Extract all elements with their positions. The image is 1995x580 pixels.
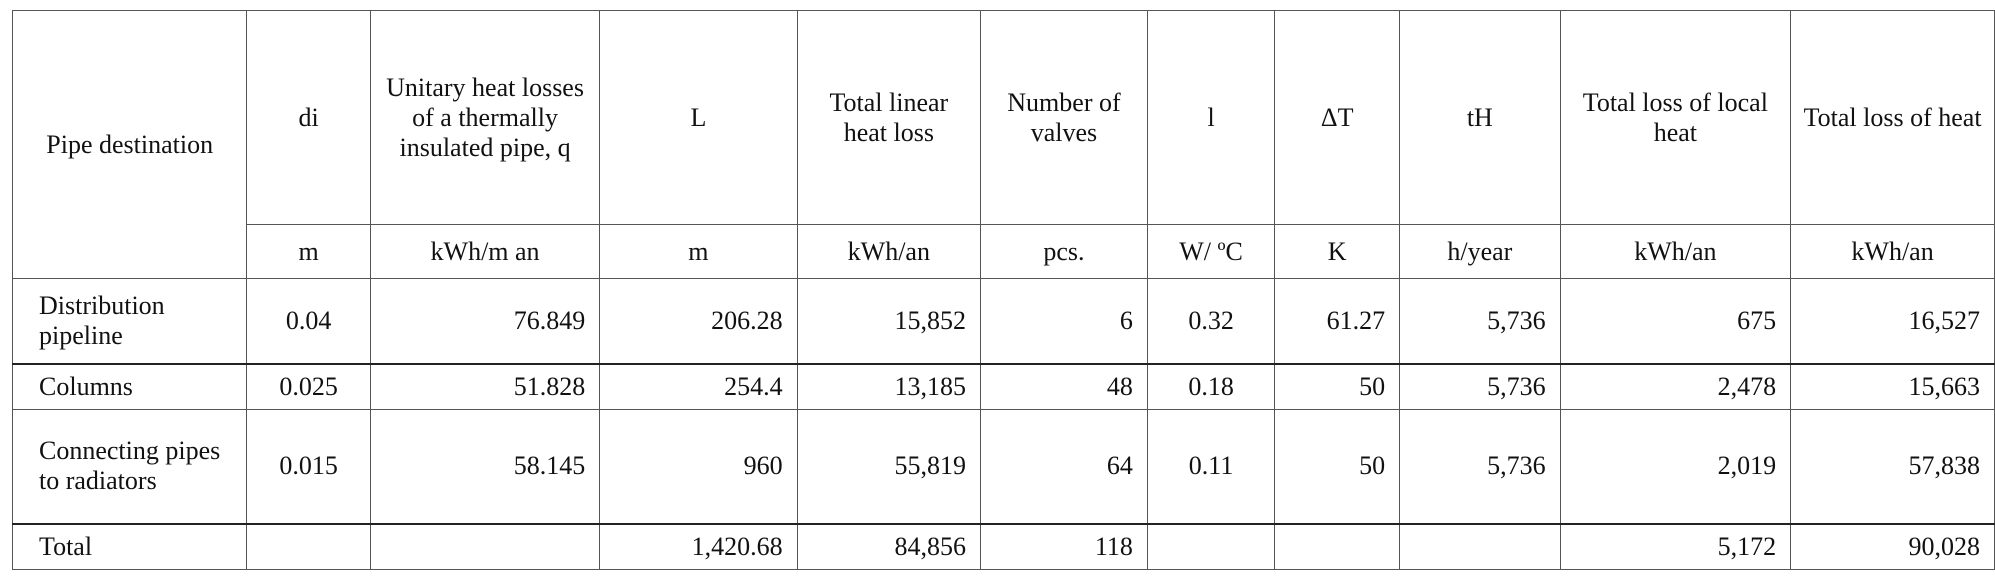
q-cell: 58.145 bbox=[369, 409, 601, 525]
header-row: Pipe destination di Unitary heat losses … bbox=[11, 10, 1995, 279]
local-loss-cell: 675 bbox=[1559, 278, 1792, 365]
q-cell: 76.849 bbox=[369, 278, 601, 365]
total-loss-cell: 90,028 bbox=[1790, 523, 1995, 570]
length-cell: 960 bbox=[599, 409, 798, 525]
unit-cell: kWh/an bbox=[1790, 224, 1995, 279]
unit-cell: K bbox=[1274, 224, 1401, 279]
header-pipe-destination: Pipe destination bbox=[11, 10, 248, 279]
unit-cell: kWh/an bbox=[796, 224, 982, 279]
header-l: l bbox=[1146, 10, 1276, 225]
l-cell bbox=[1146, 523, 1276, 570]
table-row: Connecting pipes to radiators 0.015 58.1… bbox=[11, 409, 1995, 525]
length-cell: 1,420.68 bbox=[599, 523, 798, 570]
header-total-linear-heat-loss: Total linear heat loss bbox=[796, 10, 982, 225]
table-row: Distribution pipeline 0.04 76.849 206.28… bbox=[11, 278, 1995, 365]
valves-cell: 48 bbox=[980, 363, 1148, 410]
th-cell: 5,736 bbox=[1399, 278, 1561, 365]
header-length: L bbox=[599, 10, 798, 225]
di-cell: 0.025 bbox=[246, 363, 371, 410]
th-cell bbox=[1399, 523, 1561, 570]
l-cell: 0.11 bbox=[1146, 409, 1276, 525]
unit-cell: m bbox=[599, 224, 798, 279]
total-loss-cell: 15,663 bbox=[1790, 363, 1995, 410]
l-cell: 0.32 bbox=[1146, 278, 1276, 365]
unit-cell: h/year bbox=[1399, 224, 1561, 279]
di-cell: 0.04 bbox=[246, 278, 371, 365]
delta-t-cell: 50 bbox=[1274, 409, 1401, 525]
unit-cell: W/ ºC bbox=[1146, 224, 1276, 279]
total-loss-cell: 16,527 bbox=[1790, 278, 1995, 365]
linear-loss-cell: 55,819 bbox=[796, 409, 982, 525]
l-cell: 0.18 bbox=[1146, 363, 1276, 410]
header-number-of-valves: Number of valves bbox=[980, 10, 1148, 225]
linear-loss-cell: 15,852 bbox=[796, 278, 982, 365]
header-unitary-heat-losses: Unitary heat losses of a thermally insul… bbox=[369, 10, 601, 225]
q-cell bbox=[369, 523, 601, 570]
local-loss-cell: 2,478 bbox=[1559, 363, 1792, 410]
unit-cell: pcs. bbox=[980, 224, 1148, 279]
header-total-heat-loss: Total loss of heat bbox=[1790, 10, 1995, 225]
local-loss-cell: 5,172 bbox=[1559, 523, 1792, 570]
di-cell bbox=[246, 523, 371, 570]
th-cell: 5,736 bbox=[1399, 409, 1561, 525]
length-cell: 254.4 bbox=[599, 363, 798, 410]
heat-loss-table: Pipe destination di Unitary heat losses … bbox=[11, 10, 1995, 570]
delta-t-cell: 50 bbox=[1274, 363, 1401, 410]
length-cell: 206.28 bbox=[599, 278, 798, 365]
total-loss-cell: 57,838 bbox=[1790, 409, 1995, 525]
linear-loss-cell: 13,185 bbox=[796, 363, 982, 410]
row-name-cell: Total bbox=[11, 523, 248, 570]
valves-cell: 6 bbox=[980, 278, 1148, 365]
valves-cell: 64 bbox=[980, 409, 1148, 525]
row-name-cell: Distribution pipeline bbox=[11, 278, 248, 365]
local-loss-cell: 2,019 bbox=[1559, 409, 1792, 525]
unit-cell: m bbox=[246, 224, 371, 279]
header-delta-t: ΔT bbox=[1274, 10, 1401, 225]
header-total-local-heat-loss: Total loss of local heat bbox=[1559, 10, 1792, 225]
valves-cell: 118 bbox=[980, 523, 1148, 570]
q-cell: 51.828 bbox=[369, 363, 601, 410]
row-name-cell: Columns bbox=[11, 363, 248, 410]
unit-cell: kWh/m an bbox=[369, 224, 601, 279]
header-th: tH bbox=[1399, 10, 1561, 225]
header-di: di bbox=[246, 10, 371, 225]
unit-cell: kWh/an bbox=[1559, 224, 1792, 279]
th-cell: 5,736 bbox=[1399, 363, 1561, 410]
linear-loss-cell: 84,856 bbox=[796, 523, 982, 570]
delta-t-cell: 61.27 bbox=[1274, 278, 1401, 365]
row-name-cell: Connecting pipes to radiators bbox=[11, 409, 248, 525]
table-row: Columns 0.025 51.828 254.4 13,185 48 0.1… bbox=[11, 363, 1995, 410]
table-row-total: Total 1,420.68 84,856 118 5,172 90,028 bbox=[11, 523, 1995, 570]
units-row: m kWh/m an m kWh/an pcs. W/ ºC K h/year … bbox=[13, 224, 1995, 279]
delta-t-cell bbox=[1274, 523, 1401, 570]
di-cell: 0.015 bbox=[246, 409, 371, 525]
